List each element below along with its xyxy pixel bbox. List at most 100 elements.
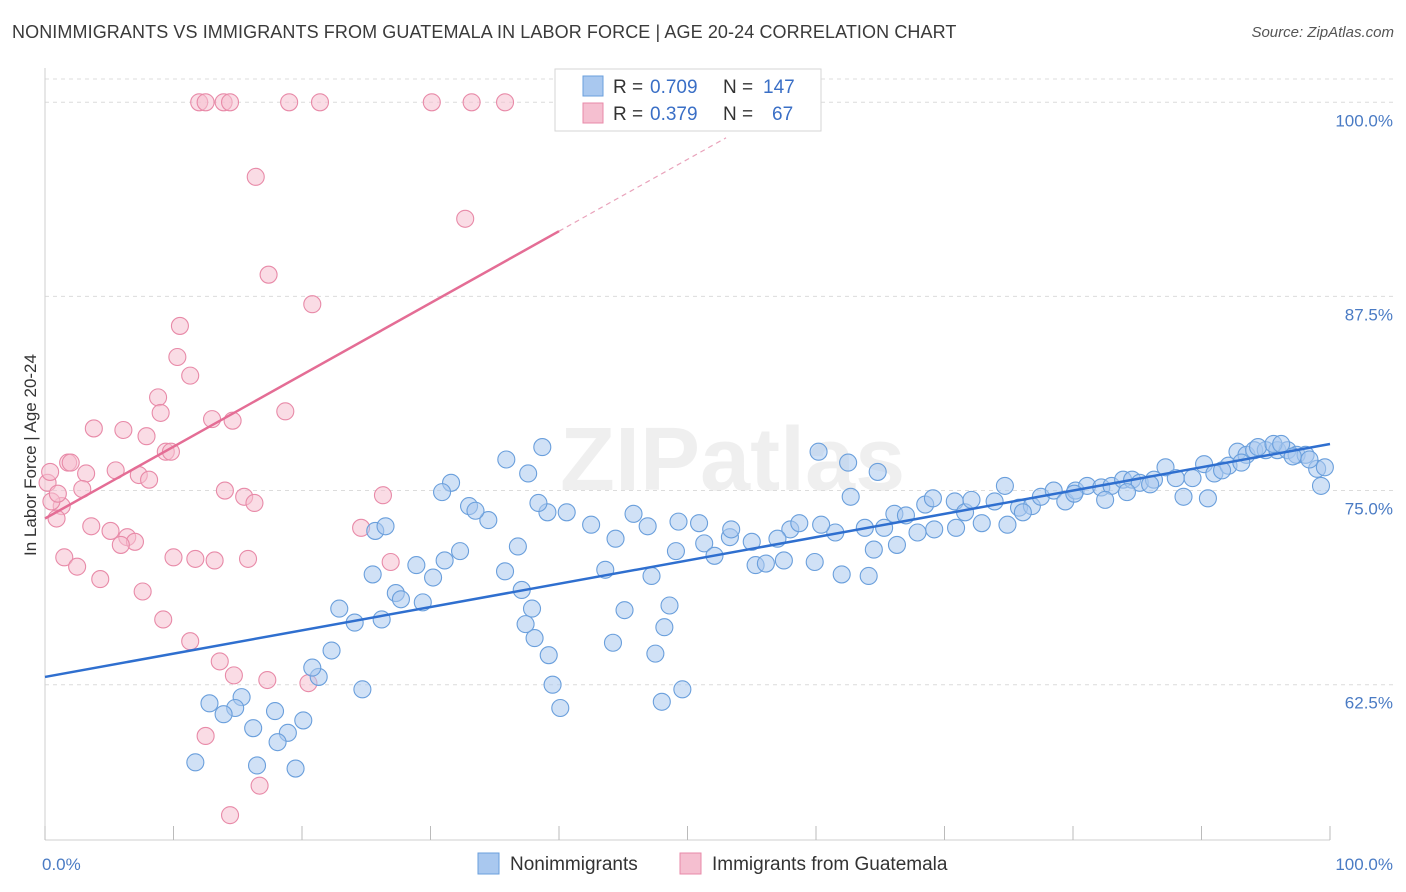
nonimmigrant-point [722, 520, 741, 539]
nonimmigrant-point [1311, 476, 1331, 495]
immigrant-point [137, 427, 156, 446]
immigrant-point [181, 632, 200, 651]
nonimmigrant-point [805, 552, 824, 572]
nonimmigrant-point [424, 568, 443, 587]
immigrant-point [245, 493, 264, 513]
nonimmigrant-point [995, 476, 1014, 495]
legend-r-label: R = [613, 104, 643, 125]
immigrant-point [61, 453, 80, 472]
immigrant-point [220, 806, 240, 825]
immigrant-point [280, 93, 299, 112]
immigrant-point [210, 652, 229, 671]
nonimmigrant-point [1248, 438, 1268, 457]
nonimmigrant-point [832, 565, 851, 584]
immigrant-point [495, 93, 515, 112]
nonimmigrant-point [522, 599, 542, 618]
immigrant-point [114, 420, 133, 440]
immigrant-point [196, 726, 215, 745]
nonimmigrant-point [525, 629, 544, 648]
gridlines [45, 78, 1395, 686]
immigrant-point [91, 570, 110, 589]
nonimmigrant-point [790, 514, 809, 533]
legend-r-value: 0.379 [650, 104, 698, 125]
nonimmigrant-point [695, 534, 714, 553]
nonimmigrant-point [495, 562, 515, 581]
nonimmigrant-point [433, 483, 452, 502]
immigrant-point [205, 551, 224, 570]
nonimmigrant-point [214, 705, 233, 724]
x-tick-labels: 0.0% 100.0% [42, 855, 1393, 874]
immigrant-point [246, 167, 265, 186]
immigrant-point [373, 486, 393, 505]
legend-r-label: R = [613, 77, 643, 98]
nonimmigrant-point [742, 532, 761, 551]
immigrant-point [170, 316, 189, 335]
nonimmigrant-point [998, 515, 1017, 534]
immigrant-point [111, 535, 130, 554]
immigrant-point [250, 776, 269, 795]
immigrant-point [310, 93, 330, 112]
nonimmigrant-point [353, 680, 372, 699]
nonimmigrant-point [606, 529, 625, 548]
chart-title: NONIMMIGRANTS VS IMMIGRANTS FROM GUATEMA… [12, 22, 957, 42]
nonimmigrant-point [200, 694, 219, 713]
nonimmigrant-point [1117, 483, 1137, 502]
trend-line-immigrants-extension [558, 137, 727, 232]
immigrant-point [196, 93, 215, 112]
nonimmigrant-point [652, 692, 671, 711]
y-tick-label: 87.5% [1345, 305, 1393, 324]
nonimmigrant-point [673, 680, 692, 699]
nonimmigrant-point [655, 618, 674, 637]
immigrant-point [186, 549, 205, 568]
nonimmigrant-point [539, 646, 558, 665]
trend-line-immigrants [44, 230, 560, 520]
nonimmigrant-point [286, 759, 305, 778]
x-tick-label: 0.0% [42, 855, 81, 874]
legend-n-label: N = [723, 77, 753, 98]
immigrant-point [55, 548, 74, 567]
nonimmigrant-point [962, 490, 981, 509]
nonimmigrant-point [812, 515, 831, 534]
legend-n-value: 147 [763, 77, 795, 98]
stats-legend: R = 0.709 N = 147 R = 0.379 N = 67 [554, 68, 822, 132]
legend-swatch-nonimmigrants [582, 75, 604, 97]
nonimmigrant-point [497, 450, 516, 469]
y-tick-label: 62.5% [1345, 694, 1393, 713]
immigrant-point [151, 403, 170, 422]
nonimmigrant-point [887, 535, 907, 554]
nonimmigrant-point [615, 601, 634, 620]
nonimmigrant-point [809, 442, 828, 461]
nonimmigrant-point [1065, 484, 1084, 503]
nonimmigrant-point [451, 542, 470, 561]
nonimmigrant-point [1232, 453, 1251, 472]
immigrant-point [215, 481, 234, 500]
nonimmigrant-point [774, 551, 793, 570]
nonimmigrant-point [330, 599, 349, 618]
nonimmigrant-point [466, 501, 485, 520]
nonimmigrant-point [1213, 461, 1232, 480]
legend-n-label: N = [723, 104, 753, 125]
legend-r-value: 0.709 [650, 77, 698, 98]
immigrant-point [133, 582, 152, 601]
nonimmigrant-point [864, 540, 883, 559]
legend-n-value: 67 [772, 104, 793, 125]
nonimmigrant-point [1300, 450, 1319, 469]
immigrant-point [101, 521, 120, 540]
immigrant-point [84, 419, 103, 438]
nonimmigrant-point [839, 453, 858, 472]
nonimmigrant-point [516, 615, 535, 634]
y-tick-label: 100.0% [1335, 111, 1393, 130]
nonimmigrant-point [868, 462, 887, 481]
nonimmigrant-point [186, 753, 205, 772]
nonimmigrant-point [391, 590, 410, 609]
nonimmigrant-point [363, 565, 382, 584]
nonimmigrant-point [908, 523, 927, 542]
immigrant-point [181, 366, 200, 385]
nonimmigrant-point [1315, 458, 1334, 477]
nonimmigrant-point [1096, 490, 1115, 509]
immigrant-point [82, 517, 101, 536]
legend-swatch-nonimmigrants [477, 852, 500, 875]
immigrant-point [140, 470, 159, 489]
nonimmigrant-point [1013, 503, 1032, 522]
